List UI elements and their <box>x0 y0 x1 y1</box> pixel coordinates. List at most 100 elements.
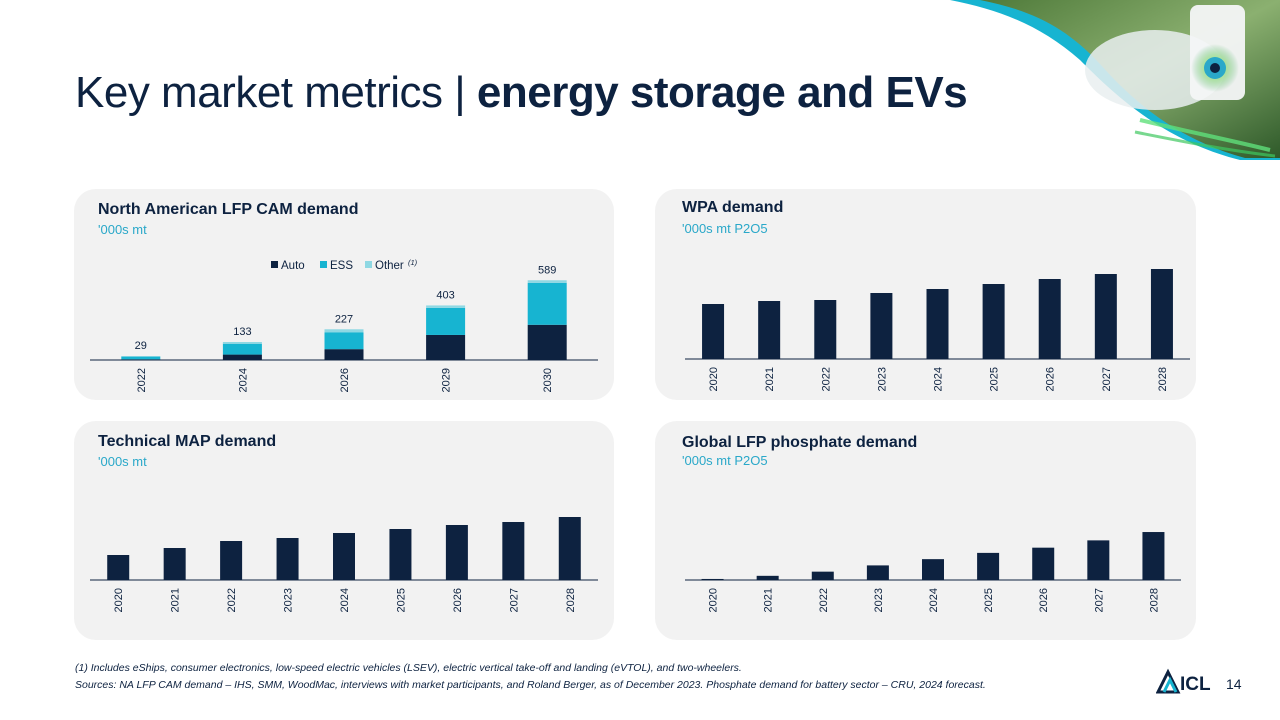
bar-2027 <box>1087 540 1110 580</box>
page-title: Key market metrics | energy storage and … <box>75 68 968 118</box>
bar-2026 <box>1038 279 1061 359</box>
data-label: 589 <box>538 264 556 276</box>
x-tick-label: 2024 <box>928 588 940 612</box>
chart-legend: Auto ESS Other (1) <box>271 258 418 272</box>
bar-2024 <box>926 289 949 359</box>
x-tick-label: 2020 <box>113 588 125 612</box>
x-tick-label: 2026 <box>1045 367 1057 391</box>
x-tick-label: 2026 <box>1038 588 1050 612</box>
footnote-1: (1) Includes eShips, consumer electronic… <box>75 662 742 674</box>
ev-charger-photo <box>950 0 1280 160</box>
sources-note: Sources: NA LFP CAM demand – IHS, SMM, W… <box>75 679 986 691</box>
bar-2028 <box>1142 532 1165 580</box>
legend-footnote-marker: (1) <box>408 258 418 267</box>
x-tick-label: 2022 <box>136 368 148 392</box>
bar-2023 <box>276 538 299 580</box>
bar-segment-other-2026 <box>324 329 364 333</box>
bar-2021 <box>758 301 781 359</box>
bar-2022 <box>220 541 243 580</box>
data-label: 403 <box>436 289 454 301</box>
x-tick-label: 2023 <box>876 367 888 391</box>
lfp-cam-card: North American LFP CAM demand '000s mt 2… <box>74 189 614 400</box>
bar-2027 <box>502 522 525 580</box>
x-tick-label: 2020 <box>708 588 720 612</box>
bar-segment-ess-2029 <box>426 307 466 335</box>
x-tick-label: 2024 <box>237 368 249 392</box>
bar-2023 <box>866 565 889 580</box>
card-unit: '000s mt P2O5 <box>682 453 768 468</box>
data-label: 133 <box>233 326 251 338</box>
bar-segment-ess-2024 <box>222 343 262 355</box>
bar-segment-ess-2026 <box>324 332 364 350</box>
bar-segment-auto-2030 <box>527 324 567 360</box>
x-tick-label: 2021 <box>763 588 775 612</box>
x-tick-label: 2021 <box>764 367 776 391</box>
bar-2028 <box>1150 269 1173 359</box>
bar-2026 <box>445 525 468 580</box>
legend-swatch-ess <box>320 261 327 268</box>
card-unit: '000s mt P2O5 <box>682 221 768 236</box>
wpa-chart: 2020 2021 2022 2023 2024 2025 2026 2027 2028 <box>685 269 1190 391</box>
legend-label-auto: Auto <box>281 260 305 272</box>
x-tick-label: 2024 <box>933 367 945 391</box>
x-tick-label: 2025 <box>395 588 407 612</box>
bar-segment-auto-2029 <box>426 334 466 360</box>
bar-2023 <box>870 293 893 359</box>
bar-segment-other-2030 <box>527 280 567 283</box>
bar-2024 <box>333 533 355 580</box>
bar-2020 <box>107 555 130 580</box>
data-label: 227 <box>335 313 353 325</box>
card-title: WPA demand <box>682 199 784 216</box>
x-tick-label: 2025 <box>989 367 1001 391</box>
bar-segment-other-2029 <box>426 305 466 308</box>
card-title: Global LFP phosphate demand <box>682 434 918 451</box>
x-tick-label: 2023 <box>283 588 295 612</box>
bar-segment-ess-2030 <box>527 282 567 325</box>
bar-2022 <box>814 300 837 359</box>
card-unit: '000s mt <box>98 454 147 469</box>
bar-segment-ess-2022 <box>121 356 161 360</box>
bar-2024 <box>922 559 944 580</box>
map-chart: 2020 2021 2022 2023 2024 2025 2026 2027 2028 <box>90 517 598 612</box>
x-tick-label: 2022 <box>820 367 832 391</box>
x-tick-label: 2028 <box>1148 588 1160 612</box>
card-title: Technical MAP demand <box>98 433 277 450</box>
map-card: Technical MAP demand '000s mt 2020 2021 20… <box>74 421 614 640</box>
bar-2028 <box>558 517 581 580</box>
x-tick-label: 2025 <box>983 588 995 612</box>
logo-text: ICL <box>1180 674 1211 694</box>
page-number: 14 <box>1226 676 1242 692</box>
bar-segment-other-2024 <box>222 341 262 344</box>
page-title-bold: energy storage and EVs <box>476 68 968 117</box>
x-tick-label: 2023 <box>873 588 885 612</box>
bar-2027 <box>1094 274 1117 359</box>
x-tick-label: 2020 <box>708 367 720 391</box>
lfp-phosphate-card: Global LFP phosphate demand '000s mt P2O… <box>655 421 1196 640</box>
x-tick-label: 2030 <box>542 368 554 392</box>
page-title-regular: Key market metrics | <box>75 68 477 117</box>
x-tick-label: 2028 <box>1157 367 1169 391</box>
lfp-cam-chart: 29 2022 133 2024 227 2026 403 2029 589 2030 Auto ES… <box>90 258 598 392</box>
x-tick-label: 2027 <box>508 588 520 612</box>
bar-2021 <box>163 548 186 580</box>
legend-label-ess: ESS <box>330 260 353 272</box>
bar-segment-other-2022 <box>121 356 161 357</box>
data-label: 29 <box>135 340 147 352</box>
x-tick-label: 2026 <box>452 588 464 612</box>
card-unit: '000s mt <box>98 222 147 237</box>
bar-segment-auto-2026 <box>324 349 364 360</box>
legend-swatch-other <box>365 261 372 268</box>
bar-2020 <box>702 304 725 359</box>
x-tick-label: 2022 <box>226 588 238 612</box>
x-tick-label: 2021 <box>170 588 182 612</box>
bar-2025 <box>982 284 1005 359</box>
card-title: North American LFP CAM demand <box>98 201 359 218</box>
lfp-phosphate-chart: 2020 2021 2022 2023 2024 2025 2026 2027 2028 <box>685 532 1181 612</box>
x-tick-label: 2029 <box>441 368 453 392</box>
x-tick-label: 2027 <box>1101 367 1113 391</box>
x-tick-label: 2028 <box>565 588 577 612</box>
icl-logo-icon: ICL <box>1156 668 1211 694</box>
bar-2022 <box>811 571 834 580</box>
legend-swatch-auto <box>271 261 278 268</box>
x-tick-label: 2024 <box>339 588 351 612</box>
